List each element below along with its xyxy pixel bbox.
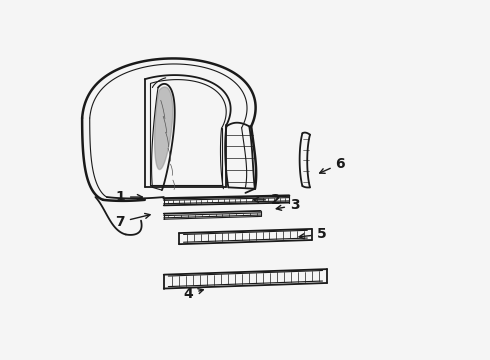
Text: 3: 3	[276, 198, 299, 212]
Polygon shape	[154, 87, 173, 170]
Text: 4: 4	[184, 287, 203, 301]
Text: 1: 1	[115, 190, 143, 204]
Text: 6: 6	[319, 157, 345, 173]
Text: 7: 7	[115, 213, 150, 229]
Text: 2: 2	[253, 193, 281, 207]
Text: 5: 5	[299, 228, 326, 242]
